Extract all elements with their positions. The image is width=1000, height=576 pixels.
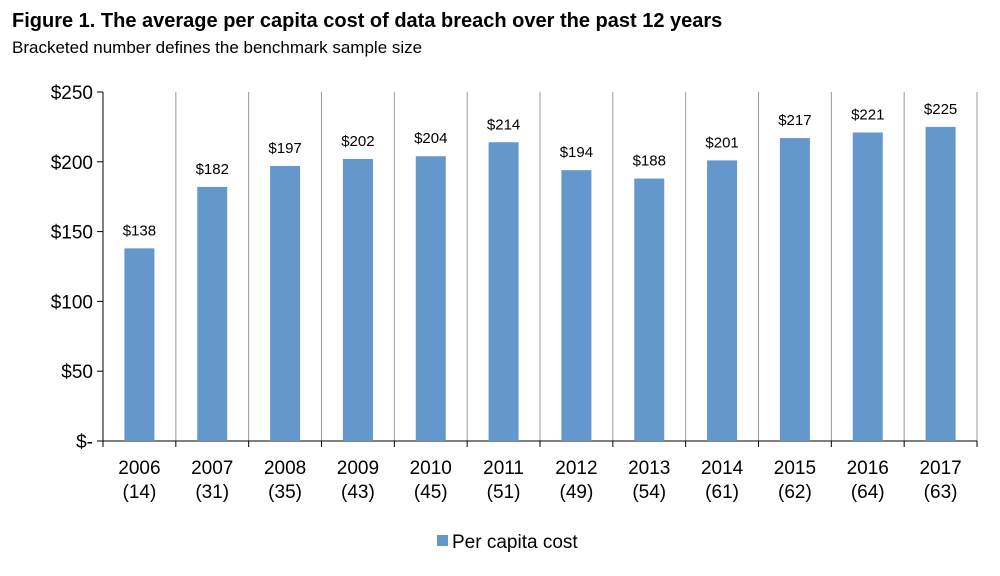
data-label: $204 — [414, 130, 447, 147]
data-label: $138 — [123, 222, 156, 239]
x-tick-label: 2014 — [701, 458, 744, 479]
data-label: $194 — [560, 144, 593, 161]
data-label: $217 — [778, 112, 811, 129]
data-label: $188 — [633, 153, 666, 170]
x-tick-sample-size: (31) — [195, 482, 229, 503]
bar — [488, 142, 519, 442]
chart-title: Figure 1. The average per capita cost of… — [12, 10, 723, 32]
y-tick-label: $- — [76, 432, 93, 453]
bar — [925, 126, 956, 442]
bar — [561, 170, 592, 441]
x-tick-sample-size: (62) — [778, 482, 812, 503]
y-tick-label: $200 — [51, 153, 93, 174]
x-tick-sample-size: (14) — [123, 482, 157, 503]
x-tick-label: 2012 — [555, 458, 597, 479]
bar — [415, 156, 446, 441]
data-label: $221 — [851, 106, 884, 123]
data-label: $225 — [924, 101, 957, 118]
y-tick-label: $50 — [61, 362, 93, 383]
x-tick-label: 2008 — [264, 458, 306, 479]
data-label: $197 — [268, 140, 301, 157]
x-tick-sample-size: (45) — [414, 482, 448, 503]
x-tick-sample-size: (43) — [341, 482, 375, 503]
x-tick-sample-size: (64) — [851, 482, 885, 503]
x-tick-label: 2006 — [118, 458, 160, 479]
data-label: $202 — [341, 133, 374, 150]
legend-swatch — [437, 535, 448, 546]
y-tick-label: $150 — [51, 223, 93, 244]
y-tick-label: $250 — [51, 83, 93, 104]
x-tick-label: 2017 — [919, 458, 961, 479]
y-tick-label: $100 — [51, 292, 93, 313]
data-label: $201 — [705, 134, 738, 151]
data-label: $214 — [487, 116, 520, 133]
bar — [270, 165, 301, 441]
x-tick-sample-size: (51) — [487, 482, 521, 503]
x-tick-label: 2013 — [628, 458, 670, 479]
bar — [779, 138, 810, 441]
bar — [342, 159, 373, 441]
bar — [124, 248, 155, 441]
x-tick-label: 2009 — [337, 458, 379, 479]
x-tick-sample-size: (49) — [560, 482, 594, 503]
x-tick-sample-size: (35) — [268, 482, 302, 503]
bar — [707, 160, 738, 442]
chart-subtitle: Bracketed number defines the benchmark s… — [12, 38, 423, 57]
x-tick-label: 2010 — [410, 458, 452, 479]
x-tick-label: 2011 — [483, 458, 524, 479]
x-tick-sample-size: (61) — [705, 482, 739, 503]
x-tick-sample-size: (63) — [924, 482, 958, 503]
x-tick-sample-size: (54) — [632, 482, 666, 503]
x-tick-label: 2007 — [191, 458, 233, 479]
legend-label: Per capita cost — [452, 532, 578, 553]
bar — [197, 186, 228, 441]
x-tick-label: 2015 — [774, 458, 816, 479]
bar — [852, 132, 883, 441]
bar — [634, 178, 665, 441]
data-label: $182 — [196, 161, 229, 178]
x-tick-label: 2016 — [847, 458, 889, 479]
